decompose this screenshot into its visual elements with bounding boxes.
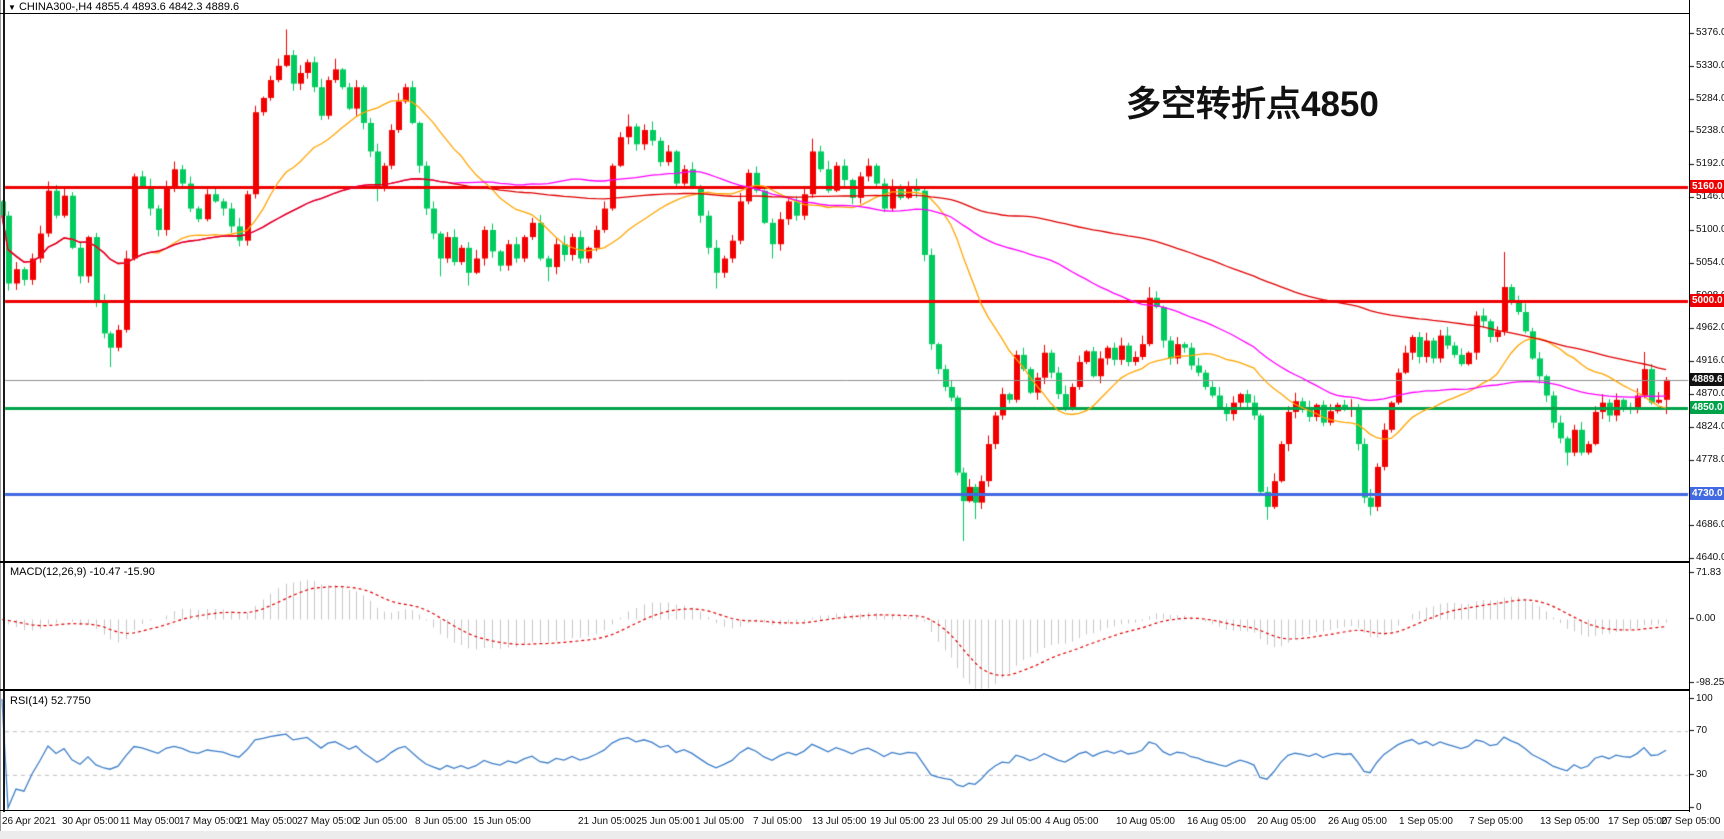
price-badge: 5000.0 (1690, 294, 1724, 308)
price-badge: 4850.0 (1690, 401, 1724, 415)
price-tick-label: 4916.0 (1696, 355, 1724, 367)
time-axis-label: 25 Jun 05:00 (636, 816, 694, 827)
macd-indicator-label: MACD(12,26,9) -10.47 -15.90 (10, 566, 155, 578)
time-axis-label: 30 Apr 05:00 (62, 816, 119, 827)
time-axis-label: 21 Jun 05:00 (578, 816, 636, 827)
price-tick-label: 5100.0 (1696, 223, 1724, 235)
price-tick-label: 5192.0 (1696, 158, 1724, 170)
macd-tick-label: -98.25 (1696, 677, 1724, 688)
window-footer-strip (0, 831, 1724, 839)
time-axis-label: 13 Sep 05:00 (1540, 816, 1600, 827)
price-tick-label: 4962.0 (1696, 322, 1724, 334)
time-axis-label: 26 Aug 05:00 (1328, 816, 1387, 827)
rsi-tick-label: 70 (1696, 725, 1708, 736)
time-axis-label: 17 May 05:00 (179, 816, 240, 827)
rsi-bottom-border (0, 810, 1690, 811)
price-badge: 5160.0 (1690, 180, 1724, 194)
time-axis-label: 10 Aug 05:00 (1116, 816, 1175, 827)
time-axis-label: 27 May 05:00 (297, 816, 358, 827)
rsi-tick-label: 30 (1696, 769, 1708, 780)
chart-top-border (0, 13, 1690, 14)
rsi-tick-label: 100 (1696, 693, 1713, 704)
macd-tick-label: 71.83 (1696, 567, 1722, 578)
time-axis-label: 29 Jul 05:00 (987, 816, 1042, 827)
price-tick-label: 5330.0 (1696, 59, 1724, 71)
price-tick-label: 5146.0 (1696, 191, 1724, 203)
time-axis-label: 15 Jun 05:00 (473, 816, 531, 827)
macd-rsi-separator[interactable] (0, 689, 1690, 691)
time-axis-label: 16 Aug 05:00 (1187, 816, 1246, 827)
time-axis-label: 1 Jul 05:00 (695, 816, 744, 827)
chart-title-bar: ▼ CHINA300-,H4 4855.4 4893.6 4842.3 4889… (8, 1, 239, 13)
time-axis-label: 7 Jul 05:00 (753, 816, 802, 827)
chart-annotation-text: 多空转折点4850 (1126, 85, 1379, 124)
time-axis-label: 8 Jun 05:00 (415, 816, 468, 827)
price-badge: 4730.0 (1690, 487, 1724, 501)
macd-tick-label: 0.00 (1696, 613, 1716, 624)
time-axis-label: 26 Apr 2021 (2, 816, 56, 827)
time-axis-label: 1 Sep 05:00 (1399, 816, 1453, 827)
time-axis-label: 27 Sep 05:00 (1661, 816, 1721, 827)
time-axis-label: 23 Jul 05:00 (928, 816, 983, 827)
time-axis-label: 4 Aug 05:00 (1045, 816, 1099, 827)
rsi-indicator-label: RSI(14) 52.7750 (10, 695, 91, 707)
time-axis-label: 2 Jun 05:00 (355, 816, 408, 827)
time-axis-label: 20 Aug 05:00 (1257, 816, 1316, 827)
time-axis-label: 19 Jul 05:00 (870, 816, 925, 827)
price-tick-label: 4778.0 (1696, 453, 1724, 465)
symbol-dropdown-icon[interactable]: ▼ (8, 3, 16, 12)
price-tick-label: 4824.0 (1696, 420, 1724, 432)
time-axis-label: 21 May 05:00 (237, 816, 298, 827)
main-macd-separator[interactable] (0, 561, 1690, 563)
symbol-ohlc-title: CHINA300-,H4 4855.4 4893.6 4842.3 4889.6 (18, 1, 240, 13)
price-tick-label: 4686.0 (1696, 519, 1724, 531)
window-left-border (0, 0, 1, 839)
price-badge: 4889.6 (1690, 373, 1724, 387)
price-tick-label: 5376.0 (1696, 26, 1724, 38)
rsi-tick-label: 0 (1696, 802, 1702, 813)
chart-left-border (3, 0, 5, 812)
price-tick-label: 5284.0 (1696, 92, 1724, 104)
price-tick-label: 4870.0 (1696, 388, 1724, 400)
price-tick-label: 4640.0 (1696, 552, 1724, 564)
price-tick-label: 5054.0 (1696, 256, 1724, 268)
time-axis-label: 13 Jul 05:00 (812, 816, 867, 827)
time-axis-label: 17 Sep 05:00 (1608, 816, 1668, 827)
time-axis-label: 7 Sep 05:00 (1469, 816, 1523, 827)
price-tick-label: 5238.0 (1696, 125, 1724, 137)
price-axis-line (1689, 0, 1690, 812)
time-axis-label: 11 May 05:00 (120, 816, 180, 827)
